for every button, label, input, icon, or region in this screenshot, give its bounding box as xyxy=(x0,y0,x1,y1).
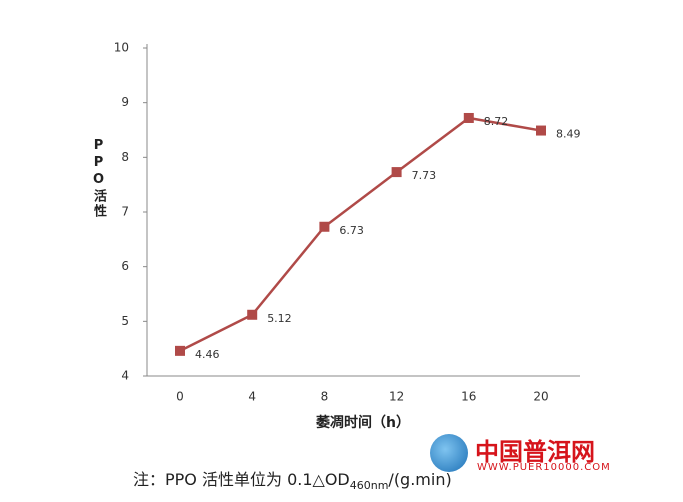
marker xyxy=(247,309,258,320)
marker xyxy=(391,167,402,178)
note-text: /(g.min) xyxy=(388,470,452,489)
marker xyxy=(536,125,546,136)
y-tick-label: 7 xyxy=(121,205,129,219)
data-label: 6.73 xyxy=(339,224,364,237)
y-tick-label: 4 xyxy=(121,369,129,383)
y-axis-label: PPO活性 xyxy=(91,138,106,219)
data-label: 8.72 xyxy=(484,115,509,128)
y-tick-label: 9 xyxy=(121,95,129,109)
note: 注：PPO 活性单位为 0.1△OD460nm/(g.min) xyxy=(133,466,452,492)
x-tick-label: 4 xyxy=(248,390,256,404)
watermark-url: WWW.PUER10000.COM xyxy=(477,462,611,473)
x-tick-label: 8 xyxy=(321,390,329,404)
data-label: 4.46 xyxy=(195,348,220,361)
marker xyxy=(175,345,185,356)
y-tick-label: 6 xyxy=(121,259,129,273)
marker xyxy=(463,112,474,123)
watermark-logo xyxy=(430,434,468,472)
data-label: 7.73 xyxy=(412,169,437,182)
y-tick-label: 10 xyxy=(114,41,129,55)
x-tick-label: 20 xyxy=(533,390,548,404)
note-subscript: 460nm xyxy=(349,479,389,493)
y-tick-label: 5 xyxy=(121,314,129,328)
x-tick-label: 16 xyxy=(461,390,476,404)
x-tick-label: 0 xyxy=(176,390,184,404)
x-axis-label: 萎凋时间（h） xyxy=(315,414,410,431)
watermark-title: 中国普洱网 xyxy=(475,438,595,466)
note-text: 注：PPO 活性单位为 0.1△OD xyxy=(133,470,350,489)
x-tick-label: 12 xyxy=(389,390,404,404)
marker xyxy=(319,221,330,232)
data-label: 5.12 xyxy=(267,312,292,325)
line xyxy=(179,116,542,352)
data-label: 8.49 xyxy=(556,128,581,141)
y-tick-label: 8 xyxy=(121,150,129,164)
